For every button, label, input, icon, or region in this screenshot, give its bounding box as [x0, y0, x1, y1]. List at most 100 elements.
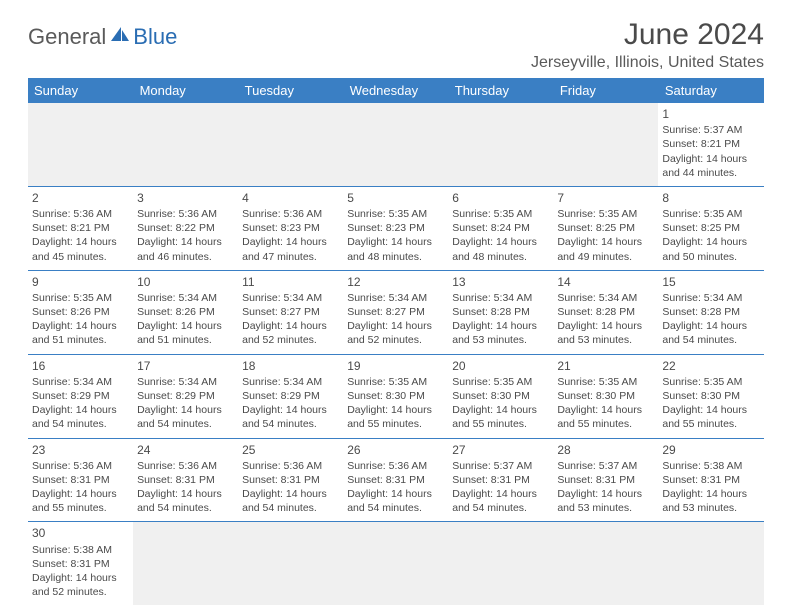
sunset-text: Sunset: 8:23 PM	[347, 221, 444, 235]
day-number: 1	[662, 106, 759, 122]
logo: General Blue	[28, 24, 177, 50]
sunrise-text: Sunrise: 5:37 AM	[662, 123, 759, 137]
day-number: 10	[137, 274, 234, 290]
calendar-cell: 23Sunrise: 5:36 AMSunset: 8:31 PMDayligh…	[28, 438, 133, 522]
sunset-text: Sunset: 8:30 PM	[452, 389, 549, 403]
calendar-cell: 3Sunrise: 5:36 AMSunset: 8:22 PMDaylight…	[133, 186, 238, 270]
sunset-text: Sunset: 8:25 PM	[662, 221, 759, 235]
day-number: 20	[452, 358, 549, 374]
day-number: 17	[137, 358, 234, 374]
daylight-text: Daylight: 14 hours and 54 minutes.	[32, 403, 129, 431]
day-number: 4	[242, 190, 339, 206]
calendar-cell: 17Sunrise: 5:34 AMSunset: 8:29 PMDayligh…	[133, 354, 238, 438]
sunrise-text: Sunrise: 5:36 AM	[242, 207, 339, 221]
sunrise-text: Sunrise: 5:34 AM	[32, 375, 129, 389]
sunset-text: Sunset: 8:31 PM	[32, 557, 129, 571]
daylight-text: Daylight: 14 hours and 54 minutes.	[137, 403, 234, 431]
calendar-cell: 30Sunrise: 5:38 AMSunset: 8:31 PMDayligh…	[28, 522, 133, 605]
daylight-text: Daylight: 14 hours and 48 minutes.	[452, 235, 549, 263]
daylight-text: Daylight: 14 hours and 48 minutes.	[347, 235, 444, 263]
sunrise-text: Sunrise: 5:34 AM	[452, 291, 549, 305]
sunset-text: Sunset: 8:28 PM	[452, 305, 549, 319]
sunrise-text: Sunrise: 5:35 AM	[557, 375, 654, 389]
day-number: 18	[242, 358, 339, 374]
sunset-text: Sunset: 8:31 PM	[662, 473, 759, 487]
sunset-text: Sunset: 8:31 PM	[137, 473, 234, 487]
sunrise-text: Sunrise: 5:36 AM	[347, 459, 444, 473]
calendar-body: 1Sunrise: 5:37 AMSunset: 8:21 PMDaylight…	[28, 103, 764, 605]
daylight-text: Daylight: 14 hours and 55 minutes.	[452, 403, 549, 431]
calendar-cell	[28, 103, 133, 186]
calendar-cell	[133, 522, 238, 605]
calendar-cell	[553, 103, 658, 186]
calendar-cell: 5Sunrise: 5:35 AMSunset: 8:23 PMDaylight…	[343, 186, 448, 270]
daylight-text: Daylight: 14 hours and 54 minutes.	[347, 487, 444, 515]
day-number: 6	[452, 190, 549, 206]
sunrise-text: Sunrise: 5:34 AM	[347, 291, 444, 305]
sunrise-text: Sunrise: 5:34 AM	[662, 291, 759, 305]
day-number: 19	[347, 358, 444, 374]
sunset-text: Sunset: 8:28 PM	[557, 305, 654, 319]
calendar-cell	[343, 522, 448, 605]
sunrise-text: Sunrise: 5:35 AM	[32, 291, 129, 305]
weekday-header: Thursday	[448, 78, 553, 103]
calendar-cell: 16Sunrise: 5:34 AMSunset: 8:29 PMDayligh…	[28, 354, 133, 438]
sunset-text: Sunset: 8:31 PM	[32, 473, 129, 487]
daylight-text: Daylight: 14 hours and 50 minutes.	[662, 235, 759, 263]
sunrise-text: Sunrise: 5:35 AM	[347, 207, 444, 221]
daylight-text: Daylight: 14 hours and 47 minutes.	[242, 235, 339, 263]
calendar-row: 9Sunrise: 5:35 AMSunset: 8:26 PMDaylight…	[28, 270, 764, 354]
daylight-text: Daylight: 14 hours and 49 minutes.	[557, 235, 654, 263]
calendar-table: Sunday Monday Tuesday Wednesday Thursday…	[28, 78, 764, 605]
sunset-text: Sunset: 8:28 PM	[662, 305, 759, 319]
calendar-row: 1Sunrise: 5:37 AMSunset: 8:21 PMDaylight…	[28, 103, 764, 186]
sunrise-text: Sunrise: 5:35 AM	[557, 207, 654, 221]
weekday-header-row: Sunday Monday Tuesday Wednesday Thursday…	[28, 78, 764, 103]
daylight-text: Daylight: 14 hours and 44 minutes.	[662, 152, 759, 180]
sunrise-text: Sunrise: 5:37 AM	[557, 459, 654, 473]
sunset-text: Sunset: 8:21 PM	[32, 221, 129, 235]
day-number: 11	[242, 274, 339, 290]
sunrise-text: Sunrise: 5:35 AM	[662, 207, 759, 221]
day-number: 30	[32, 525, 129, 541]
calendar-cell: 13Sunrise: 5:34 AMSunset: 8:28 PMDayligh…	[448, 270, 553, 354]
day-number: 21	[557, 358, 654, 374]
calendar-cell	[658, 522, 763, 605]
daylight-text: Daylight: 14 hours and 46 minutes.	[137, 235, 234, 263]
sunset-text: Sunset: 8:31 PM	[242, 473, 339, 487]
calendar-cell: 21Sunrise: 5:35 AMSunset: 8:30 PMDayligh…	[553, 354, 658, 438]
logo-text-blue: Blue	[133, 24, 177, 50]
day-number: 8	[662, 190, 759, 206]
sunrise-text: Sunrise: 5:35 AM	[347, 375, 444, 389]
day-number: 5	[347, 190, 444, 206]
day-number: 22	[662, 358, 759, 374]
day-number: 24	[137, 442, 234, 458]
weekday-header: Monday	[133, 78, 238, 103]
weekday-header: Friday	[553, 78, 658, 103]
weekday-header: Wednesday	[343, 78, 448, 103]
calendar-cell	[133, 103, 238, 186]
calendar-cell	[238, 103, 343, 186]
calendar-cell: 11Sunrise: 5:34 AMSunset: 8:27 PMDayligh…	[238, 270, 343, 354]
calendar-cell: 10Sunrise: 5:34 AMSunset: 8:26 PMDayligh…	[133, 270, 238, 354]
day-number: 29	[662, 442, 759, 458]
calendar-cell: 14Sunrise: 5:34 AMSunset: 8:28 PMDayligh…	[553, 270, 658, 354]
calendar-cell	[448, 103, 553, 186]
calendar-cell: 29Sunrise: 5:38 AMSunset: 8:31 PMDayligh…	[658, 438, 763, 522]
calendar-cell: 22Sunrise: 5:35 AMSunset: 8:30 PMDayligh…	[658, 354, 763, 438]
sunset-text: Sunset: 8:31 PM	[557, 473, 654, 487]
calendar-cell: 4Sunrise: 5:36 AMSunset: 8:23 PMDaylight…	[238, 186, 343, 270]
sunrise-text: Sunrise: 5:36 AM	[32, 207, 129, 221]
calendar-cell: 18Sunrise: 5:34 AMSunset: 8:29 PMDayligh…	[238, 354, 343, 438]
day-number: 15	[662, 274, 759, 290]
sunset-text: Sunset: 8:22 PM	[137, 221, 234, 235]
day-number: 16	[32, 358, 129, 374]
sunrise-text: Sunrise: 5:36 AM	[242, 459, 339, 473]
day-number: 7	[557, 190, 654, 206]
location-text: Jerseyville, Illinois, United States	[531, 54, 764, 72]
calendar-cell: 7Sunrise: 5:35 AMSunset: 8:25 PMDaylight…	[553, 186, 658, 270]
daylight-text: Daylight: 14 hours and 55 minutes.	[347, 403, 444, 431]
calendar-cell: 19Sunrise: 5:35 AMSunset: 8:30 PMDayligh…	[343, 354, 448, 438]
calendar-cell: 8Sunrise: 5:35 AMSunset: 8:25 PMDaylight…	[658, 186, 763, 270]
day-number: 28	[557, 442, 654, 458]
